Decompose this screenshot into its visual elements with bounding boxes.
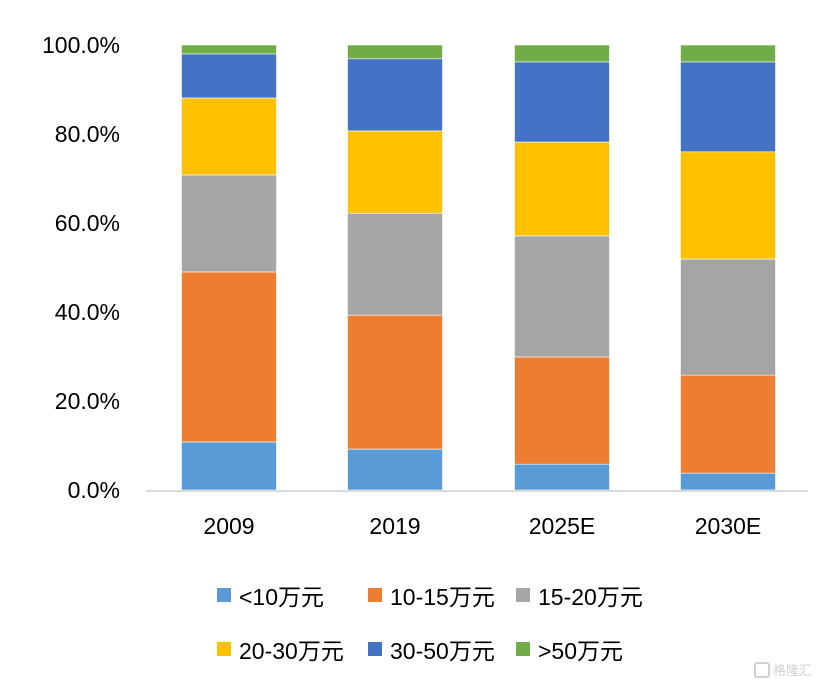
legend-label: 10-15万元 [390, 584, 495, 610]
legend-item: 20-30万元 [217, 632, 344, 666]
watermark-logo-icon [754, 661, 770, 678]
x-tick-label: 2009 [203, 513, 254, 539]
legend-swatch [217, 642, 231, 656]
legend-label: <10万元 [239, 584, 325, 610]
legend-swatch [368, 642, 382, 656]
legend-swatch [368, 588, 382, 602]
bar-segment [181, 174, 277, 273]
bar-segment [347, 58, 443, 132]
legend-item: 10-15万元 [368, 578, 495, 612]
bar-segment [347, 212, 443, 316]
bar-segment [680, 374, 776, 474]
bar-segment [514, 356, 610, 465]
bar-segment [181, 53, 277, 99]
legend-label: 20-30万元 [239, 638, 344, 664]
bar-segment [680, 472, 776, 491]
y-tick-label: 60.0% [55, 210, 120, 236]
bar-segment [514, 61, 610, 143]
bar-segment [347, 448, 443, 491]
bar-segment [347, 314, 443, 450]
legend-label: >50万元 [538, 638, 624, 664]
bar-segment [181, 441, 277, 491]
legend-label: 30-50万元 [390, 638, 495, 664]
bar-segment [181, 97, 277, 176]
y-tick-label: 40.0% [55, 299, 120, 325]
legend-label: 15-20万元 [538, 584, 643, 610]
y-tick-label: 0.0% [68, 477, 120, 503]
bar-segment [680, 258, 776, 376]
legend-item: 15-20万元 [516, 578, 643, 612]
bar-segment [514, 141, 610, 237]
bar-segment [680, 61, 776, 153]
legend-swatch [516, 588, 530, 602]
legend-swatch [217, 588, 231, 602]
legend-item: >50万元 [516, 632, 623, 666]
x-tick-label: 2030E [695, 513, 762, 539]
bar-segment [680, 44, 776, 63]
watermark-text: 格隆汇 [773, 663, 813, 678]
bar-segment [680, 151, 776, 260]
y-axis: 0.0% 20.0% 40.0% 60.0% 80.0% 100.0% [42, 32, 120, 503]
y-tick-label: 80.0% [55, 121, 120, 147]
bar-segment [514, 235, 610, 358]
y-tick-label: 20.0% [55, 388, 120, 414]
x-tick-label: 2019 [369, 513, 420, 539]
y-tick-label: 100.0% [42, 32, 120, 58]
bars [181, 44, 776, 491]
legend-item: 30-50万元 [368, 632, 495, 666]
bar-segment [347, 130, 443, 214]
bar-segment [514, 44, 610, 63]
x-tick-label: 2025E [529, 513, 596, 539]
legend-item: <10万元 [217, 578, 324, 612]
legend-swatch [516, 642, 530, 656]
watermark: 格隆汇 [754, 660, 812, 679]
x-axis: 2009 2019 2025E 2030E [203, 513, 761, 539]
bar-segment [181, 44, 277, 55]
bar-segment [181, 271, 277, 443]
bar-segment [347, 44, 443, 60]
bar-segment [514, 463, 610, 491]
